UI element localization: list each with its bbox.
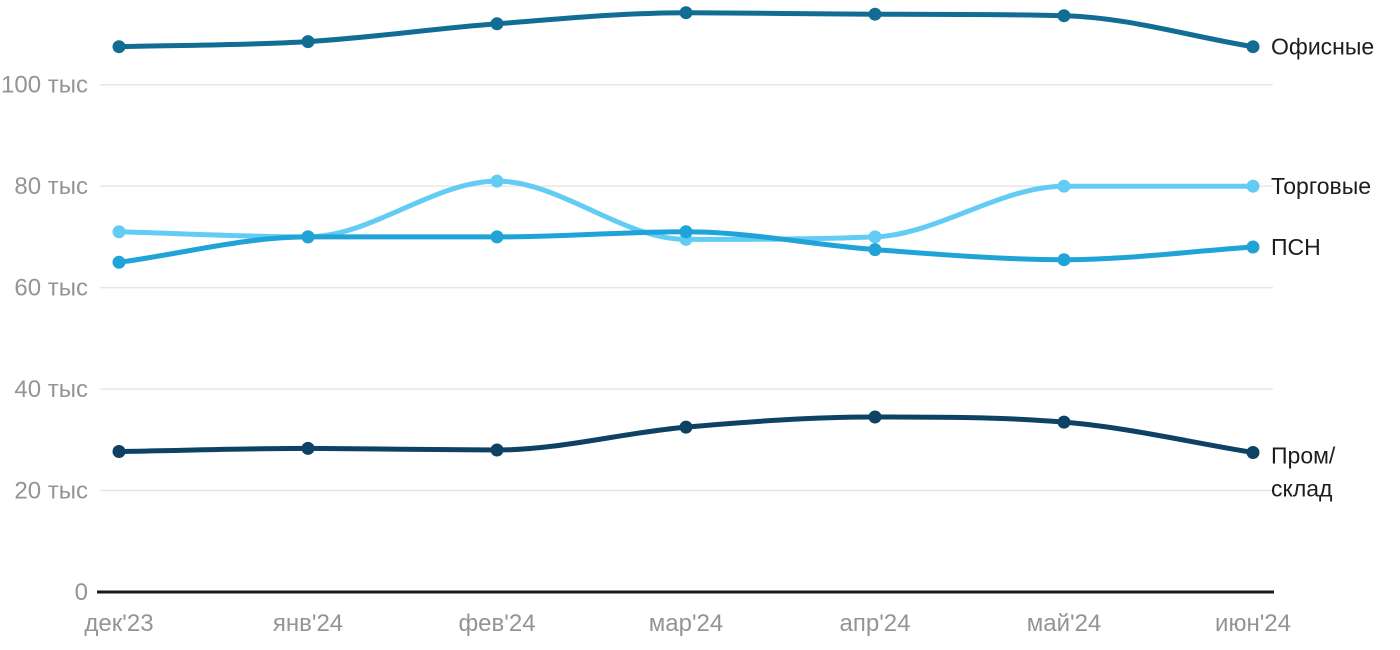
data-point[interactable]: [112, 445, 126, 458]
y-tick-label: 60 тыс: [14, 275, 88, 302]
data-point[interactable]: [1246, 240, 1260, 254]
y-tick-label: 20 тыс: [14, 478, 88, 505]
data-point[interactable]: [1057, 415, 1071, 429]
y-tick-label: 80 тыс: [14, 173, 88, 200]
data-point[interactable]: [868, 7, 882, 21]
data-point[interactable]: [112, 255, 126, 269]
x-tick-label: янв'24: [273, 610, 343, 637]
data-point[interactable]: [301, 35, 315, 49]
data-point[interactable]: [301, 441, 315, 455]
x-tick-label: дек'23: [84, 610, 153, 637]
data-point[interactable]: [679, 225, 693, 239]
series-label: Офисные: [1271, 34, 1374, 60]
data-point[interactable]: [1057, 253, 1071, 267]
data-point[interactable]: [490, 443, 504, 457]
data-point[interactable]: [1246, 179, 1260, 193]
y-tick-label: 40 тыс: [14, 376, 88, 403]
x-tick-label: май'24: [1027, 610, 1102, 637]
data-point[interactable]: [1246, 446, 1260, 459]
series-label: Торговые: [1271, 173, 1371, 199]
data-point[interactable]: [868, 243, 882, 257]
data-point[interactable]: [679, 420, 693, 434]
x-tick-label: фев'24: [458, 610, 535, 637]
y-tick-label: 100 тыс: [1, 72, 88, 99]
series-label: ПСН: [1271, 234, 1321, 260]
data-point[interactable]: [1057, 9, 1071, 23]
series-label: Пром/: [1271, 442, 1336, 468]
data-point[interactable]: [490, 17, 504, 31]
y-tick-label: 0: [75, 579, 88, 606]
data-point[interactable]: [1057, 179, 1071, 193]
data-point[interactable]: [112, 40, 126, 54]
data-point[interactable]: [1246, 40, 1260, 54]
x-tick-label: мар'24: [649, 610, 723, 637]
data-point[interactable]: [679, 6, 693, 20]
data-point[interactable]: [490, 230, 504, 244]
x-tick-label: апр'24: [840, 610, 911, 637]
x-tick-label: июн'24: [1215, 610, 1291, 637]
data-point[interactable]: [868, 410, 882, 424]
series-label: склад: [1271, 475, 1333, 501]
data-point[interactable]: [112, 225, 126, 239]
data-point[interactable]: [301, 230, 315, 244]
data-point[interactable]: [490, 174, 504, 188]
data-point[interactable]: [868, 230, 882, 244]
